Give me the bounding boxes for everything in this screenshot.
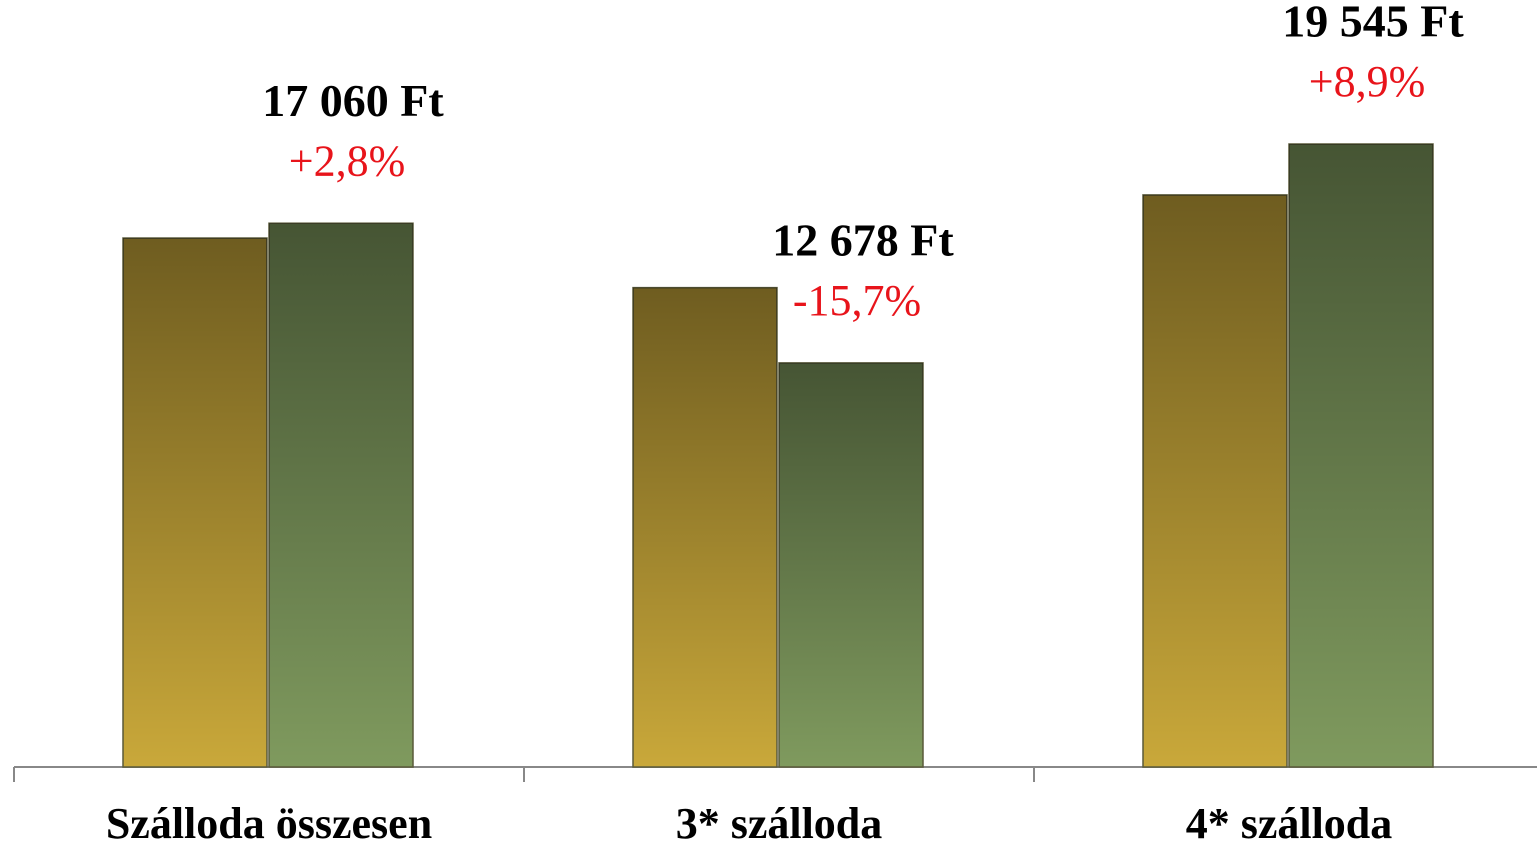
bar: [122, 237, 268, 768]
x-tick-label: 3* szálloda: [676, 799, 883, 848]
bar: [1288, 143, 1434, 768]
value-label: 19 545 Ft: [1282, 0, 1464, 47]
change-label: +2,8%: [289, 136, 405, 185]
bar: [268, 222, 414, 768]
x-tick-label: 4* szálloda: [1186, 799, 1393, 848]
change-label: -15,7%: [793, 276, 921, 325]
bar: [778, 362, 924, 768]
x-tick-label: Szálloda összesen: [106, 799, 432, 848]
bar: [1142, 194, 1288, 768]
value-label: 17 060 Ft: [262, 75, 444, 126]
bar: [632, 286, 778, 768]
change-label: +8,9%: [1309, 57, 1425, 106]
value-label: 12 678 Ft: [772, 214, 954, 265]
